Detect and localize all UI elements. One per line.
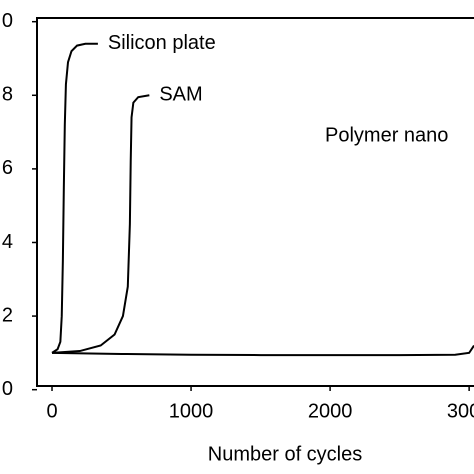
series-line (51, 42, 98, 354)
x-tick-label: 3000 (447, 400, 474, 422)
series-line (51, 94, 150, 354)
y-tick-label: 0.4 (0, 231, 13, 253)
y-tick-label: 0.2 (0, 304, 13, 326)
series-label: Polymer nano (325, 124, 448, 146)
y-tick-label: 0.0 (0, 378, 13, 400)
x-tick-label: 0 (46, 400, 57, 422)
x-tick-label: 1000 (169, 400, 214, 422)
series-label: SAM (159, 84, 202, 106)
series-line (52, 344, 474, 357)
series-label: Silicon plate (108, 32, 216, 54)
y-tick-label: 0.6 (0, 157, 13, 179)
y-tick-label: 0.8 (0, 84, 13, 106)
plot-frame (36, 17, 474, 387)
x-axis-label: Number of cycles (208, 443, 363, 465)
y-tick-label: 1.0 (0, 10, 13, 32)
x-tick-label: 2000 (308, 400, 353, 422)
